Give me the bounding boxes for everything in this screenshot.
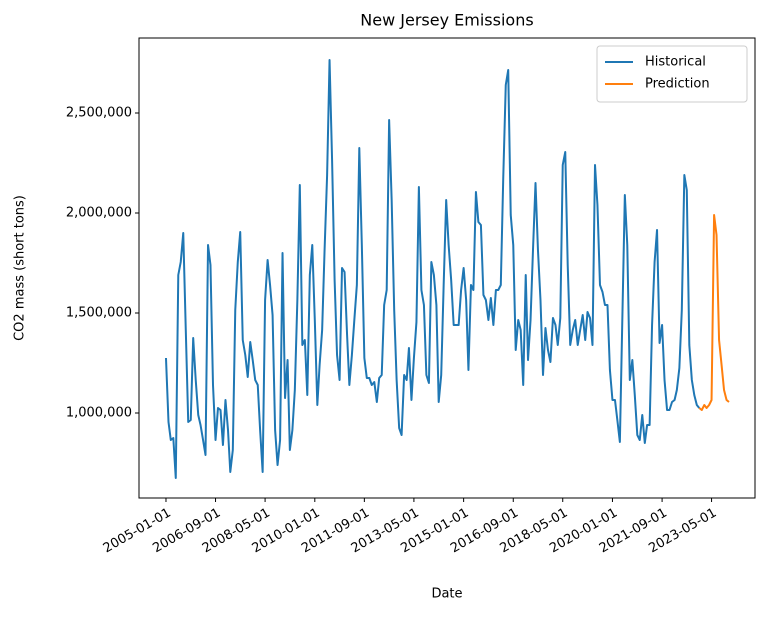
chart-title: New Jersey Emissions: [360, 11, 533, 30]
x-axis-label: Date: [431, 587, 462, 602]
y-axis-label: CO2 mass (short tons): [13, 195, 28, 341]
legend-label: Prediction: [645, 77, 710, 92]
legend-label: Historical: [645, 55, 706, 70]
plot-frame: [138, 37, 756, 499]
legend-box: [596, 45, 748, 103]
series-line: [698, 214, 730, 411]
y-tick-label: 2,000,000: [66, 206, 132, 221]
y-tick-label: 1,000,000: [66, 406, 132, 421]
series-line: [164, 59, 701, 479]
y-tick-label: 2,500,000: [66, 106, 132, 121]
y-tick-label: 1,500,000: [66, 306, 132, 321]
